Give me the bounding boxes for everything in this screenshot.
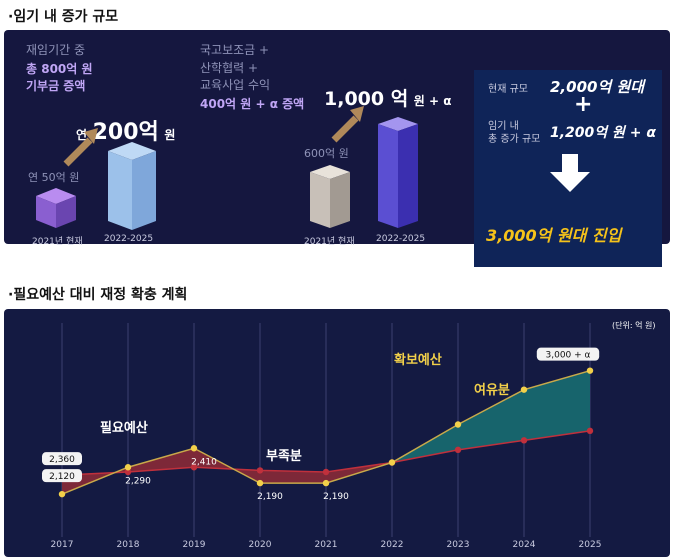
data-label-box-1	[42, 469, 82, 483]
x-tick-2022: 2022	[381, 540, 404, 550]
data-label-2: 2,290	[125, 476, 151, 486]
left-after-label: 연 200억 원	[76, 120, 176, 145]
x-tick-2023: 2023	[447, 540, 470, 550]
mid-after-bar	[378, 117, 418, 228]
secured-point-2017	[58, 490, 66, 498]
x-tick-2025: 2025	[579, 540, 602, 550]
mid-cat-after: 2022-2025	[376, 234, 426, 244]
x-tick-2020: 2020	[249, 540, 272, 550]
need-point-2023	[454, 446, 462, 454]
data-label-3: 2,410	[191, 457, 217, 467]
summary-row2-value: 1,200억 원 + α	[550, 125, 657, 141]
left-after-bar	[108, 142, 156, 230]
x-tick-2021: 2021	[315, 540, 338, 550]
section-title-budget: ·필요예산 대비 재정 확충 계획	[8, 287, 188, 303]
secured-series-label: 확보예산	[394, 353, 442, 368]
mid-growth-arrow	[331, 106, 364, 143]
budget-panel: 2017 2018 2019 2020 2021 2022 2023 2024 2025 2,3…	[4, 309, 670, 557]
section-title-growth: ·임기 내 증가 규모	[8, 9, 119, 25]
growth-panel: 재임기간 중 총 800억 원 기부금 증액 연 200억 원 연 50억 원 …	[4, 30, 670, 267]
left-cat-after: 2022-2025	[104, 234, 154, 244]
secured-point-2021	[322, 479, 330, 487]
secured-point-2019	[190, 445, 198, 452]
data-label-box-6	[536, 347, 600, 361]
left-before-label: 연 50억 원	[28, 171, 80, 184]
data-labels: 2,360 2,120 2,290 2,410 2,190 2,190 3,000 + α	[42, 347, 600, 502]
secured-point-2025	[586, 367, 594, 374]
x-tick-2018: 2018	[117, 540, 140, 550]
surplus-label: 여유분	[474, 383, 510, 398]
summary-result: 3,000억 원대 진입	[486, 226, 622, 245]
secured-point-2022	[388, 459, 396, 466]
summary-row1-value: 2,000억 원대	[550, 78, 645, 96]
shortfall-label: 부족분	[266, 449, 302, 464]
need-point-2018	[124, 468, 132, 476]
need-point-2020	[256, 467, 264, 474]
summary-box: 현재 규모 2,000억 원대 + 임기 내 총 증가 규모 1,200억 원 …	[474, 70, 662, 267]
surplus-area	[392, 370, 590, 463]
mid-before-bar	[310, 165, 350, 228]
secured-point-2023	[454, 421, 462, 428]
need-point-2019	[190, 464, 198, 471]
secured-point-2018	[124, 464, 132, 471]
budget-chart: 2017 2018 2019 2020 2021 2022 2023 2024 2025 2,3…	[42, 323, 602, 550]
mid-cat-before: 2021년 현재	[304, 237, 355, 247]
left-cat-before: 2021년 현재	[32, 237, 83, 247]
x-tick-2017: 2017	[51, 540, 74, 550]
summary-plus: +	[574, 92, 593, 117]
secured-point-2020	[256, 479, 264, 487]
mid-note-line4: 400억 원 + α 증액	[200, 97, 305, 111]
shortfall-area	[62, 448, 392, 495]
unit-note: (단위: 억 원)	[612, 321, 656, 330]
x-tick-2024: 2024	[513, 540, 536, 550]
need-point-2024	[520, 437, 528, 444]
left-growth-arrow	[63, 128, 98, 167]
left-note-line1: 재임기간 중	[26, 43, 86, 57]
need-series-label: 필요예산	[100, 421, 148, 436]
data-label-4: 2,190	[257, 492, 283, 502]
mid-before-label: 600억 원	[304, 147, 349, 160]
data-label-6: 3,000 + α	[546, 351, 591, 361]
left-note-line2: 총 800억 원	[26, 62, 93, 76]
summary-row2-label: 임기 내 총 증가 규모	[488, 121, 541, 145]
x-tick-labels: 2017 2018 2019 2020 2021 2022 2023 2024 2025	[51, 540, 602, 550]
summary-row1-label: 현재 규모	[488, 84, 528, 95]
data-label-1: 2,120	[49, 472, 75, 482]
data-label-5: 2,190	[323, 492, 349, 502]
mid-after-label: 1,000 억 원 + α	[324, 88, 452, 110]
growth-bars	[36, 106, 418, 230]
down-arrow-icon	[550, 154, 590, 192]
need-point-2025	[586, 427, 594, 435]
left-note-line3: 기부금 증액	[26, 79, 86, 93]
x-tick-2019: 2019	[183, 540, 206, 550]
data-label-0: 2,360	[49, 455, 75, 465]
mid-note-line3: 교육사업 수익	[200, 78, 271, 92]
need-point-2021	[322, 468, 330, 476]
mid-note-line1: 국고보조금 +	[200, 43, 270, 57]
data-label-box-0	[42, 452, 82, 466]
secured-point-2024	[520, 386, 528, 393]
left-before-bar	[36, 188, 76, 228]
gridlines	[61, 323, 591, 537]
mid-note-line2: 산학협력 +	[200, 61, 259, 75]
